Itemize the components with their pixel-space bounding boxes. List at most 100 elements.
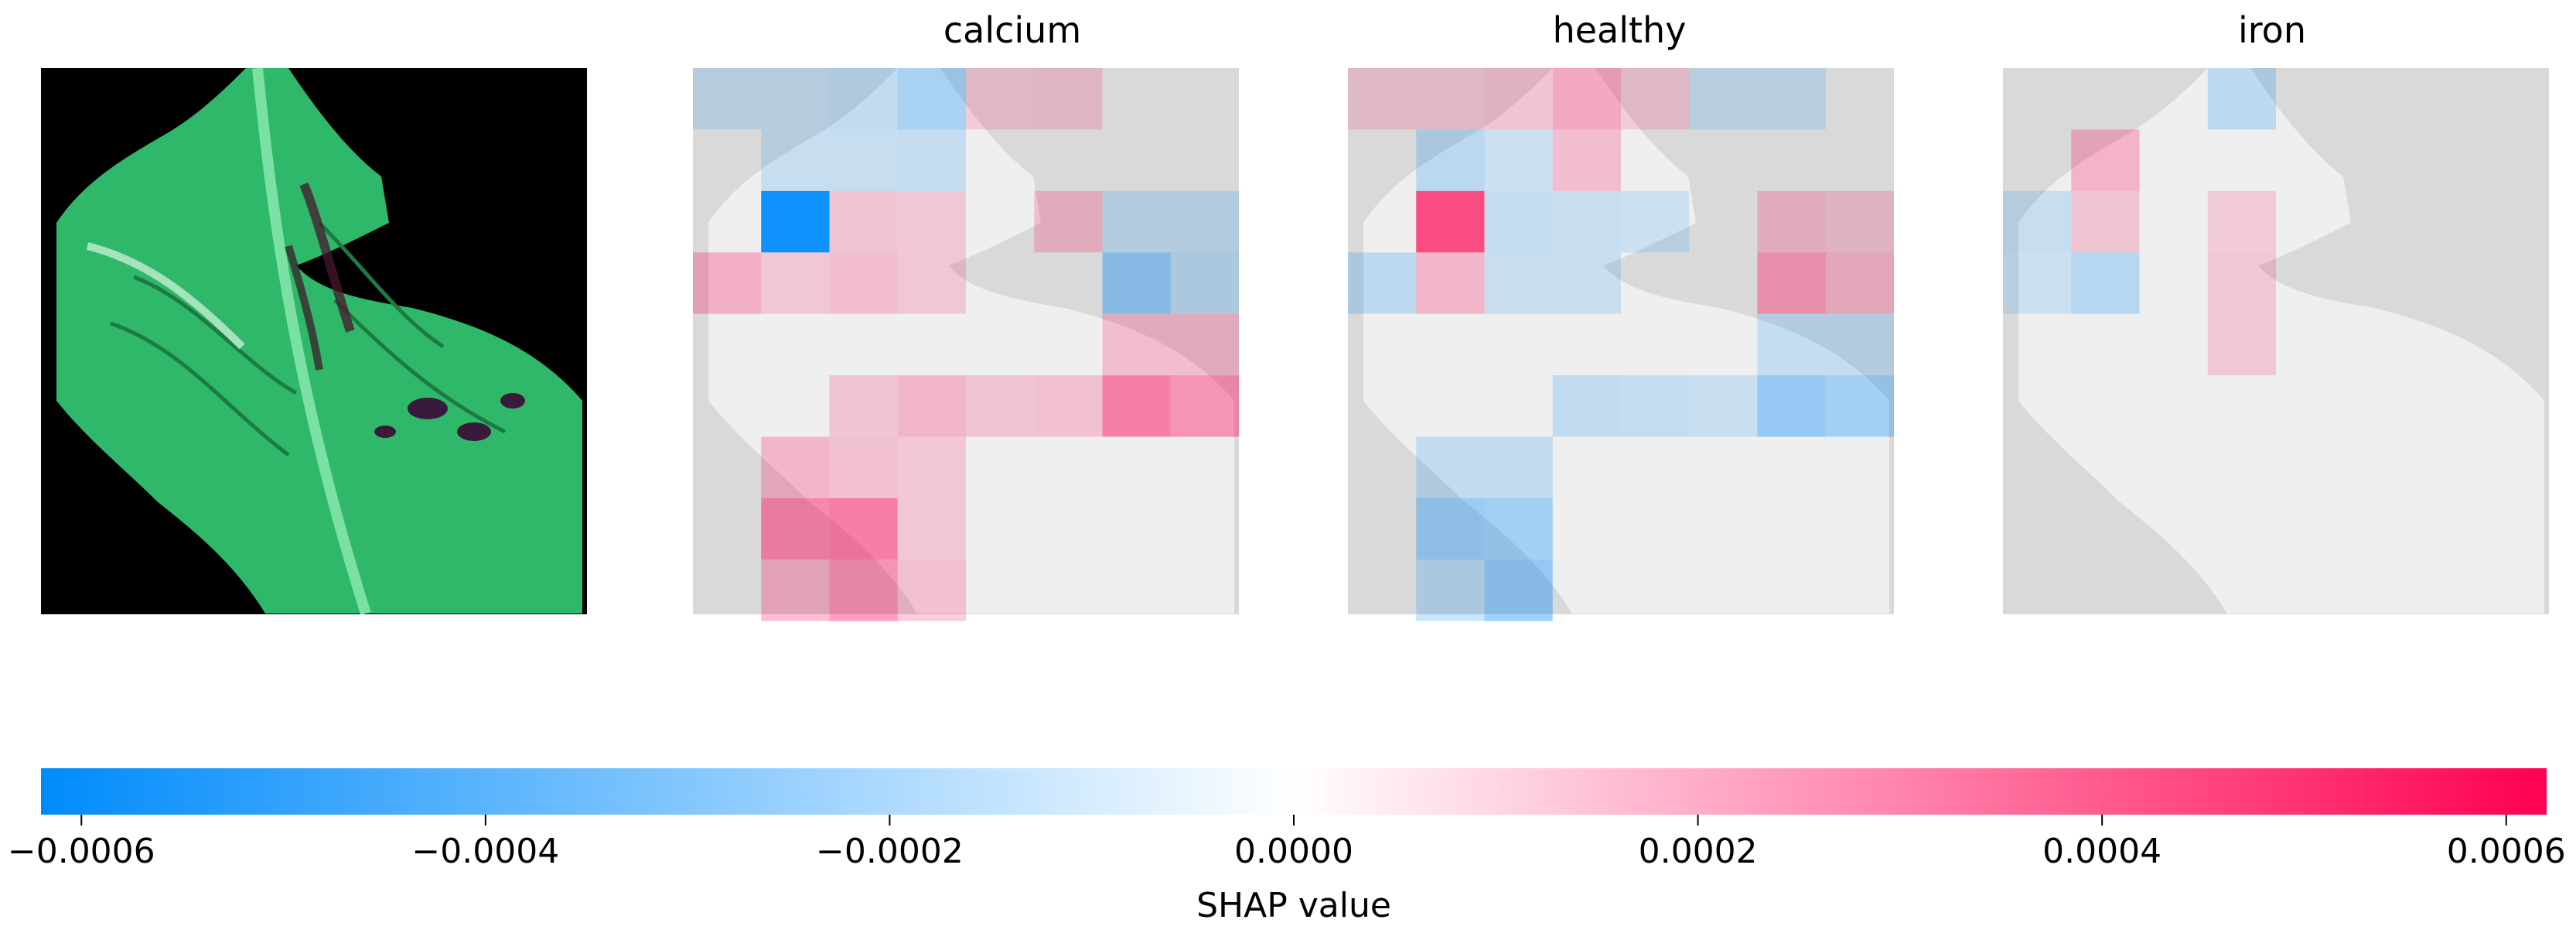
heatmap-cell: [1484, 129, 1553, 191]
heatmap-cell: [2071, 129, 2140, 191]
heatmap-cell: [1552, 375, 1621, 437]
heatmap-cell: [1416, 252, 1485, 314]
heatmap-cell: [1102, 313, 1171, 376]
heatmap-cell: [829, 129, 898, 191]
heatmap-cell: [1825, 313, 1894, 376]
heatmap-cell: [1170, 375, 1239, 437]
heatmap-cell: [897, 436, 966, 498]
panel-title-iron: iron: [2238, 9, 2306, 51]
original-leaf-image: [41, 68, 587, 614]
colorbar-gradient: [41, 768, 2547, 815]
heatmap-cell: [1416, 559, 1485, 621]
heatmap-cell: [1170, 190, 1239, 253]
heatmap-cell: [829, 68, 898, 130]
heatmap-cell: [1552, 68, 1621, 130]
heatmap-cell: [1825, 375, 1894, 437]
heatmap-cell: [761, 497, 830, 560]
colorbar-tick-label: 0.0004: [2042, 832, 2161, 871]
heatmap-cell: [1484, 436, 1553, 498]
heatmap-cell: [1757, 375, 1826, 437]
heatmap-cell: [2071, 190, 2140, 253]
colorbar: −0.0006 −0.0004 −0.0002 0.0000 0.0002 0.0004 0…: [8, 768, 2566, 925]
heatmap-cell: [2207, 313, 2276, 376]
heatmap-cell: [1170, 313, 1239, 376]
heatmap-cell: [1825, 190, 1894, 253]
heatmap-cell: [1757, 252, 1826, 314]
heatmap-cell: [1416, 190, 1485, 253]
colorbar-tick-label: 0.0002: [1639, 832, 1758, 871]
colorbar-label: SHAP value: [1196, 886, 1391, 925]
heatmap-cell: [1034, 68, 1103, 130]
colorbar-tick-label: −0.0004: [411, 832, 559, 871]
heatmap-cell: [966, 375, 1035, 437]
heatmap-cell: [1621, 68, 1690, 130]
heatmap-cell: [761, 252, 830, 314]
heatmap-cell: [897, 68, 966, 130]
colorbar-tick-label: 0.0000: [1234, 832, 1353, 871]
heatmap-cell: [1484, 68, 1553, 130]
heatmap-cell: [1689, 68, 1758, 130]
heatmap-cell: [1621, 375, 1690, 437]
heatmap-cell: [897, 190, 966, 253]
heatmap-cell: [693, 68, 762, 130]
heatmap-cell: [829, 190, 898, 253]
heatmap-cell: [1484, 190, 1553, 253]
heatmap-cell: [829, 497, 898, 560]
heatmap-cell: [761, 436, 830, 498]
heatmap-cell: [2071, 252, 2140, 314]
colorbar-tick-label: 0.0006: [2447, 832, 2566, 871]
heatmap-cell: [1757, 190, 1826, 253]
heatmap-cell: [1552, 252, 1621, 314]
heatmap-cell: [1034, 375, 1103, 437]
heatmap-cell: [1484, 252, 1553, 314]
heatmap-cell: [1825, 252, 1894, 314]
heatmap-cell: [1348, 68, 1417, 130]
heatmap-cell: [693, 252, 762, 314]
heatmap-cell: [1757, 68, 1826, 130]
heatmap-cell: [761, 129, 830, 191]
heatmap-cell: [1621, 190, 1690, 253]
heatmap-cell: [1689, 375, 1758, 437]
colorbar-tick-label: −0.0002: [816, 832, 964, 871]
heatmap-cell: [1348, 252, 1417, 314]
heatmap-cell: [897, 497, 966, 560]
heatmap-cell: [1034, 190, 1103, 253]
heatmap-cell: [1416, 129, 1485, 191]
heatmap-cell: [1102, 190, 1171, 253]
heatmap-cell: [2003, 252, 2072, 314]
heatmap-cell: [1170, 252, 1239, 314]
heatmap-cell: [2207, 68, 2276, 130]
heatmap-cell: [761, 68, 830, 130]
heatmap-cell: [761, 190, 830, 253]
heatmap-cell: [829, 252, 898, 314]
heatmap-cell: [897, 559, 966, 621]
heatmap-cell: [897, 375, 966, 437]
heatmap-cell: [829, 436, 898, 498]
heatmap-cell: [966, 68, 1035, 130]
heatmap-cell: [1102, 252, 1171, 314]
panel-title-healthy: healthy: [1553, 9, 1687, 51]
heatmap-cell: [1484, 559, 1553, 621]
panel-title-calcium: calcium: [943, 9, 1081, 51]
heatmap-cell: [1102, 375, 1171, 437]
heatmap-cell: [1552, 190, 1621, 253]
heatmap-cell: [1552, 129, 1621, 191]
heatmap-cell: [2207, 190, 2276, 253]
colorbar-tick-label: −0.0006: [8, 832, 155, 871]
heatmap-cell: [897, 252, 966, 314]
heatmap-cell: [1484, 497, 1553, 560]
heatmap-cell: [1416, 497, 1485, 560]
heatmap-cell: [2207, 252, 2276, 314]
heatmap-cell: [1757, 313, 1826, 376]
heatmap-cell: [1416, 436, 1485, 498]
heatmap-cell: [761, 559, 830, 621]
heatmap-cell: [2003, 190, 2072, 253]
heatmap-cell: [829, 559, 898, 621]
heatmap-cell: [1416, 68, 1485, 130]
heatmap-cell: [829, 375, 898, 437]
heatmap-cell: [897, 129, 966, 191]
heatmap-panel-iron: [2003, 68, 2549, 614]
heatmap-panel-calcium: [693, 68, 1239, 621]
heatmap-panel-healthy: [1348, 68, 1894, 621]
